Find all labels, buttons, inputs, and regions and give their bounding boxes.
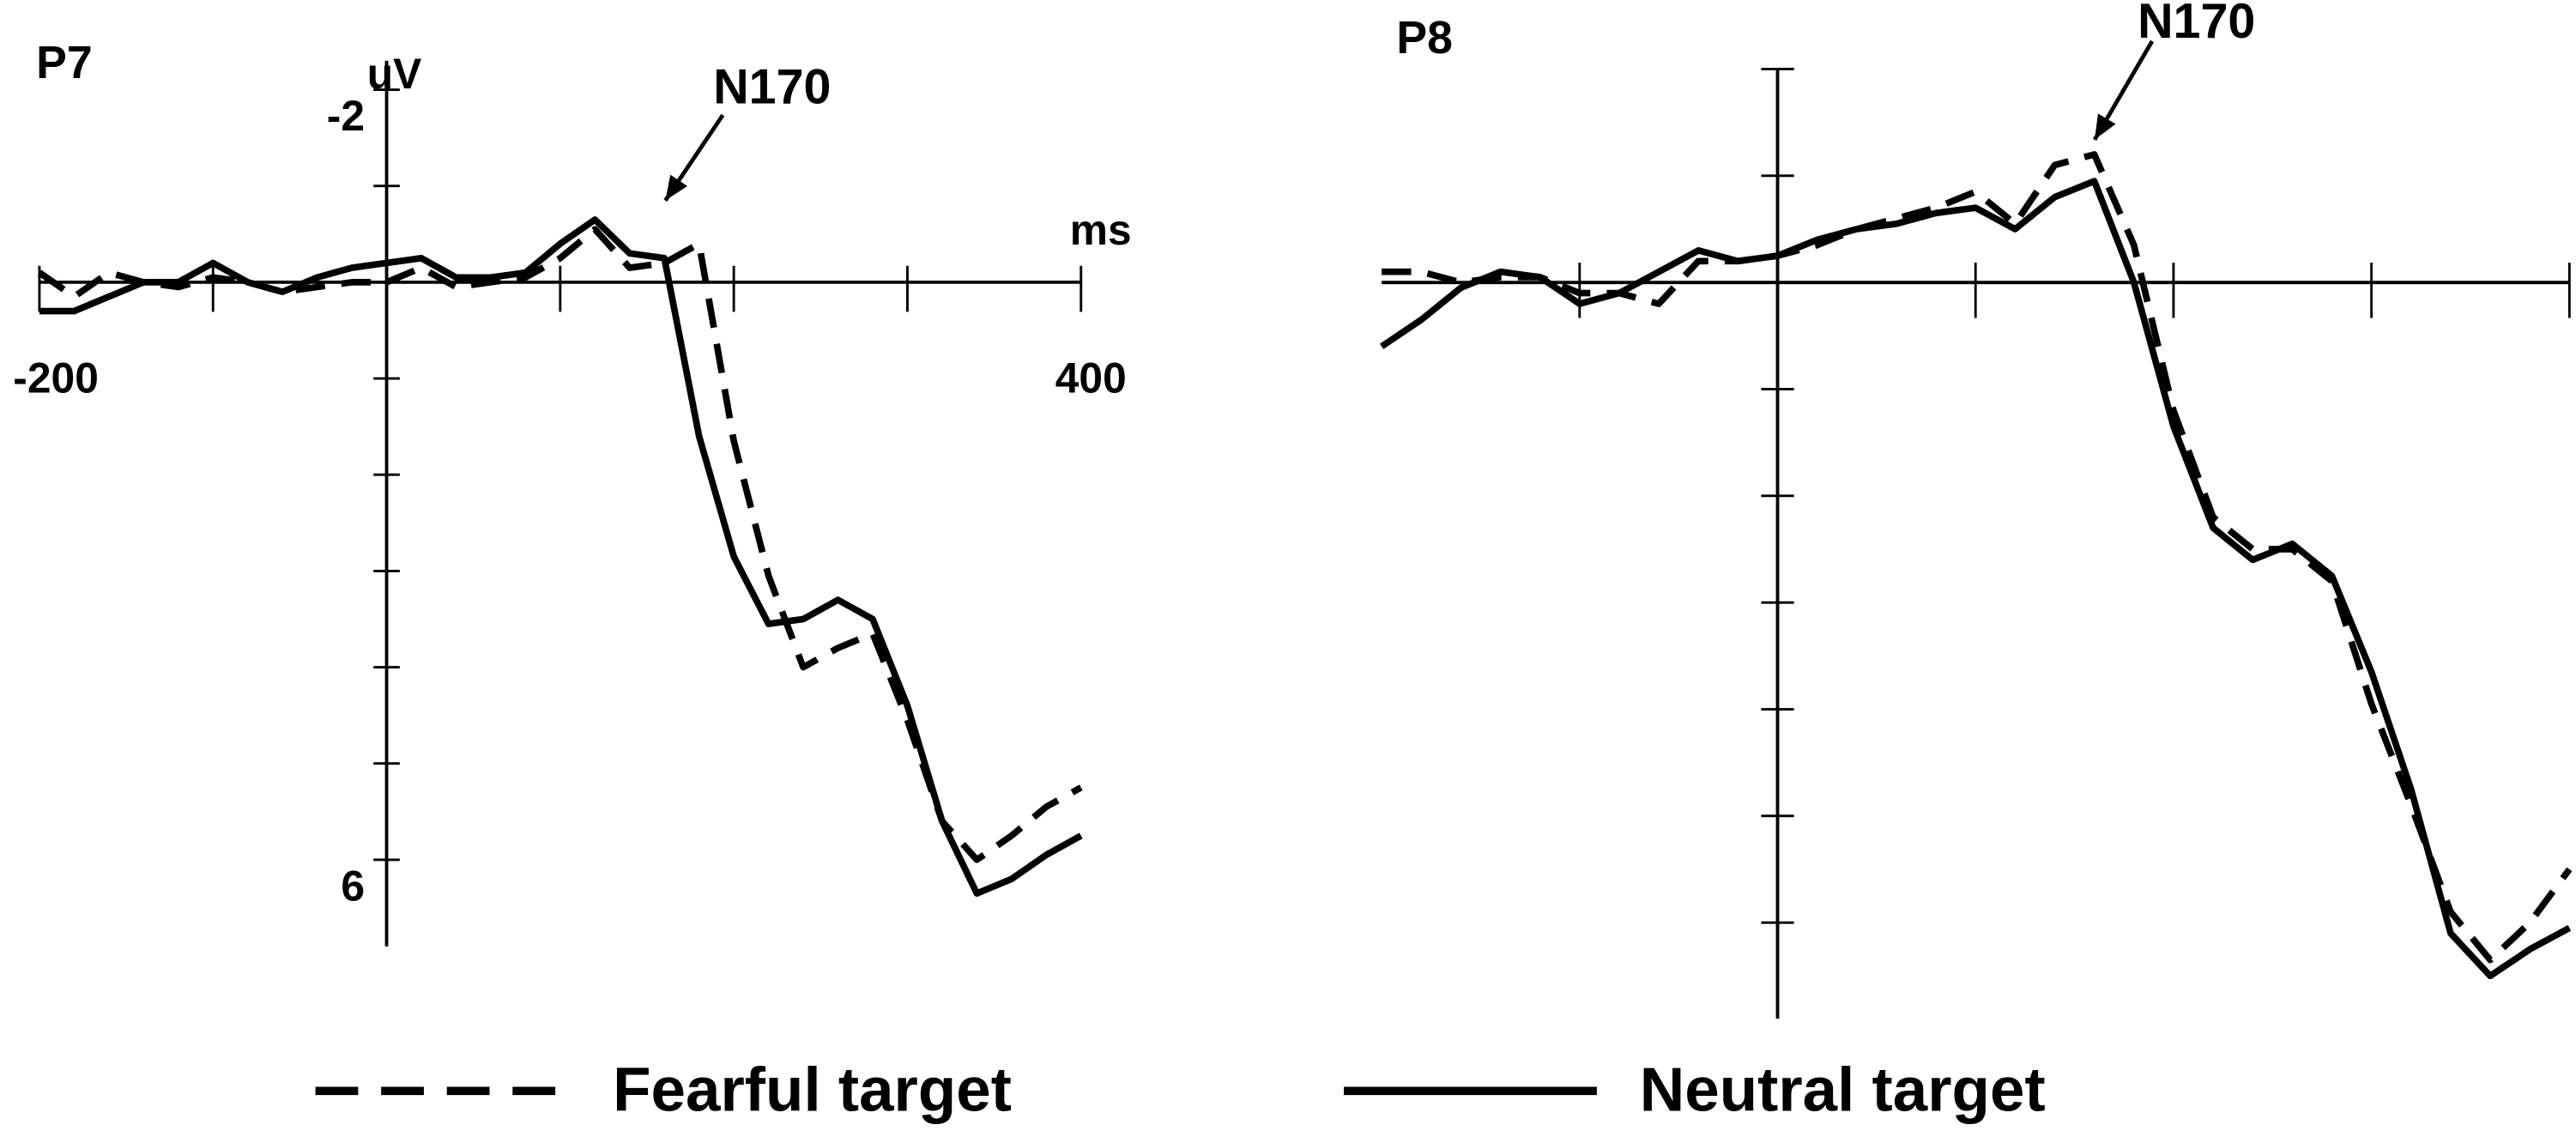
annotation: N170 <box>2138 0 2255 49</box>
y-tick-label: -2 <box>327 92 365 140</box>
y-tick-label: 6 <box>341 862 365 910</box>
legend-label: Neutral target <box>1640 1055 2046 1124</box>
series-line <box>37 226 1083 863</box>
panel-title: P7 <box>36 37 93 88</box>
panel-title: P8 <box>1396 12 1453 64</box>
series-line <box>1379 178 2572 980</box>
x-axis-label: ms <box>1070 206 1132 254</box>
series-line <box>39 216 1083 897</box>
annotation: N170 <box>713 60 831 115</box>
x-tick-label: 400 <box>1055 354 1127 402</box>
legend-label: Fearful target <box>613 1055 1012 1124</box>
x-tick-label: -200 <box>13 354 99 402</box>
arrow-head <box>665 174 688 201</box>
series-line <box>1382 151 2573 964</box>
arrow-head <box>2095 113 2116 140</box>
y-axis-label: uV <box>367 50 422 98</box>
